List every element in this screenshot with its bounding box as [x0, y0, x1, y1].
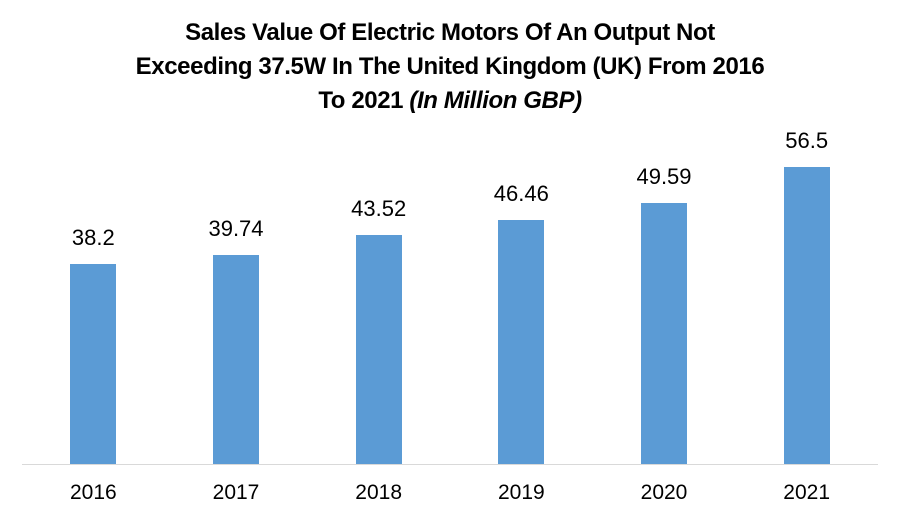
page-title: Sales Value Of Electric Motors Of An Out…	[70, 16, 830, 118]
x-axis-line	[22, 464, 878, 465]
x-axis-label-2019: 2019	[497, 481, 545, 504]
title-line-1: Sales Value Of Electric Motors Of An Out…	[185, 19, 715, 46]
x-axis-label-2016: 2016	[69, 481, 117, 504]
x-axis-label-2020: 2020	[640, 481, 688, 504]
bar-value-label-2019: 46.46	[493, 181, 549, 206]
x-axis-label-2018: 2018	[355, 481, 403, 504]
bar-value-label-2021: 56.5	[785, 128, 829, 153]
bar-2019	[498, 220, 545, 465]
title-line-3: To 2021 (In Million GBP)	[70, 84, 830, 118]
title-units: (In Million GBP)	[409, 87, 582, 114]
x-axis-label-2017: 2017	[212, 481, 260, 504]
bar-value-label-2016: 38.2	[71, 225, 115, 250]
bar-2021	[783, 167, 830, 465]
bar-2016	[70, 264, 117, 465]
bar-value-label-2018: 43.52	[351, 196, 407, 221]
bar-2020	[641, 203, 687, 465]
bar-2017	[213, 255, 259, 465]
bar-value-label-2017: 39.74	[208, 216, 264, 241]
bar-2018	[355, 235, 402, 465]
bar-value-label-2020: 49.59	[636, 164, 692, 189]
title-line-2: Exceeding 37.5W In The United Kingdom (U…	[135, 53, 765, 80]
x-axis-label-2021: 2021	[783, 481, 831, 504]
title-line-3-text: To 2021	[318, 87, 404, 114]
